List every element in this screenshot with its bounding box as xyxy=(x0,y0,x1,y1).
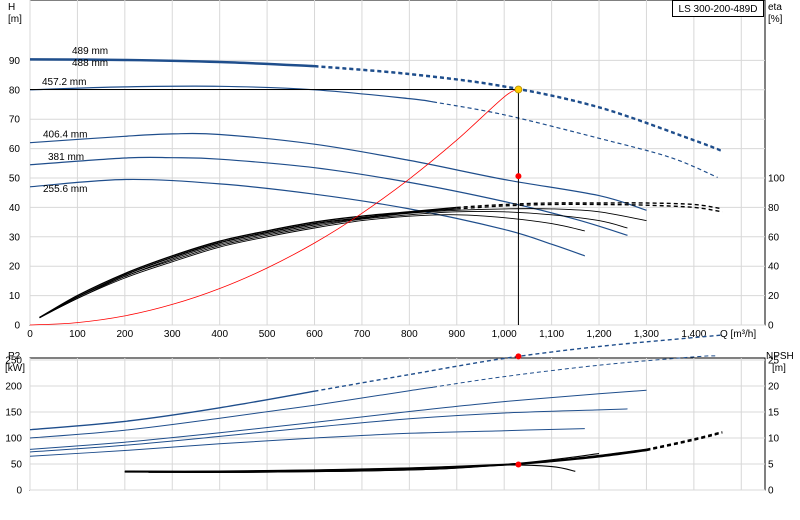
power-curve xyxy=(29,428,585,457)
head-tick-label: 40 xyxy=(9,203,21,214)
flow-tick-label: 1,100 xyxy=(539,329,564,340)
efficiency-curve xyxy=(39,208,647,318)
power-plot-curves xyxy=(29,334,723,473)
flow-tick-label: 1,000 xyxy=(492,329,517,340)
npsh-curve-dashed xyxy=(646,431,723,451)
head-curve-dashed xyxy=(314,64,723,152)
impeller-diameter-label: 457.2 mm xyxy=(42,77,86,88)
efficiency-curve-solid xyxy=(39,206,457,319)
power-tick-label: 0 xyxy=(16,486,22,497)
impeller-diameter-label: 255.6 mm xyxy=(43,184,87,195)
head-tick-label: 20 xyxy=(9,262,21,273)
duty-point-marker xyxy=(514,85,523,94)
head-curve-dashed xyxy=(432,101,718,178)
eta-tick-label: 40 xyxy=(768,262,780,273)
flow-tick-label: 800 xyxy=(401,329,418,340)
efficiency-curve-dashed xyxy=(456,202,723,210)
flow-axis-label: Q [m³/h] xyxy=(720,329,756,340)
flow-tick-label: 100 xyxy=(69,329,86,340)
efficiency-curve-dashed xyxy=(456,203,723,213)
flow-tick-label: 900 xyxy=(448,329,465,340)
head-tick-label: 30 xyxy=(9,232,21,243)
power-curve xyxy=(29,389,647,450)
head-curve xyxy=(29,132,647,211)
duty-npsh-marker xyxy=(515,461,522,468)
npsh-axis-label: NPSH xyxy=(766,351,794,362)
npsh-tick-label: 5 xyxy=(768,460,774,471)
head-tick-label: 80 xyxy=(9,85,21,96)
power-curve-dashed xyxy=(433,355,718,388)
flow-tick-label: 1,400 xyxy=(681,329,706,340)
eta-tick-label: 100 xyxy=(768,174,785,185)
npsh-tick-label: 15 xyxy=(768,408,780,419)
impeller-diameter-label: 488 mm xyxy=(72,58,108,69)
npsh-tick-label: 0 xyxy=(768,486,774,497)
flow-tick-label: 700 xyxy=(354,329,371,340)
npsh-tick-label: 10 xyxy=(768,434,780,445)
efficiency-curve xyxy=(39,210,628,319)
flow-tick-label: 400 xyxy=(211,329,228,340)
flow-tick-label: 0 xyxy=(27,329,33,340)
npsh-tick-label: 20 xyxy=(768,382,780,393)
power-tick-label: 50 xyxy=(11,460,23,471)
power-curve-solid xyxy=(29,386,434,439)
power-plot-grid: 0 50 100 150 200 250 0 5 10 15 20 25 xyxy=(5,356,779,497)
head-tick-label: 10 xyxy=(9,291,21,302)
efficiency-curve xyxy=(39,214,585,319)
flow-tick-label: 600 xyxy=(306,329,323,340)
impeller-diameter-label: 406.4 mm xyxy=(43,130,87,141)
head-curve-solid xyxy=(29,58,315,67)
head-curve-solid xyxy=(29,59,315,68)
head-plot-grid: 0 100 200 300 400 500 600 700 800 900 1,000 1,100 1,… xyxy=(9,0,785,340)
npsh-axis-unit: [m] xyxy=(772,363,786,374)
head-curve xyxy=(29,178,586,257)
head-curve xyxy=(29,156,628,236)
power-curve xyxy=(29,408,628,453)
power-axis-label: P2 xyxy=(8,351,21,362)
flow-tick-label: 200 xyxy=(116,329,133,340)
flow-tick-label: 1,200 xyxy=(587,329,612,340)
power-curve-solid xyxy=(29,390,315,431)
head-tick-label: 0 xyxy=(14,321,20,332)
power-tick-label: 100 xyxy=(5,434,22,445)
head-tick-label: 70 xyxy=(9,115,21,126)
head-curve-dashed xyxy=(314,65,723,153)
chart-labels: H [m] eta [%] Q [m³/h] P2 [kW] NPSH [m] xyxy=(5,2,794,374)
npsh-curve-dashed xyxy=(646,432,723,452)
eta-axis-label: eta xyxy=(768,2,782,13)
power-curve-dashed xyxy=(314,334,723,392)
system-curve xyxy=(29,89,519,326)
eta-axis-unit: [%] xyxy=(768,14,783,25)
head-tick-label: 90 xyxy=(9,56,21,67)
power-tick-label: 250 xyxy=(5,356,22,367)
impeller-diameter-label: 489 mm xyxy=(72,46,108,57)
flow-tick-label: 500 xyxy=(259,329,276,340)
duty-efficiency-marker xyxy=(515,173,522,180)
power-tick-label: 150 xyxy=(5,408,22,419)
duty-power-marker xyxy=(515,353,522,360)
eta-tick-label: 80 xyxy=(768,203,780,214)
efficiency-curve-solid xyxy=(39,208,457,319)
npsh-curve xyxy=(124,464,576,473)
npsh-tick-label: 25 xyxy=(768,356,780,367)
head-curve-solid xyxy=(29,85,434,103)
eta-tick-label: 0 xyxy=(768,321,774,332)
pump-model-label: LS 300-200-489D xyxy=(672,0,764,17)
head-tick-label: 50 xyxy=(9,174,21,185)
head-axis-unit: [m] xyxy=(8,14,22,25)
npsh-curve xyxy=(148,453,600,473)
eta-tick-label: 20 xyxy=(768,291,780,302)
head-plot-frame xyxy=(29,0,766,326)
power-axis-unit: [kW] xyxy=(5,363,25,374)
head-tick-label: 60 xyxy=(9,144,21,155)
power-tick-label: 200 xyxy=(5,382,22,393)
impeller-diameter-label: 381 mm xyxy=(48,152,84,163)
flow-tick-label: 1,300 xyxy=(634,329,659,340)
eta-tick-label: 60 xyxy=(768,232,780,243)
flow-tick-label: 300 xyxy=(164,329,181,340)
head-axis-label: H xyxy=(8,2,15,13)
